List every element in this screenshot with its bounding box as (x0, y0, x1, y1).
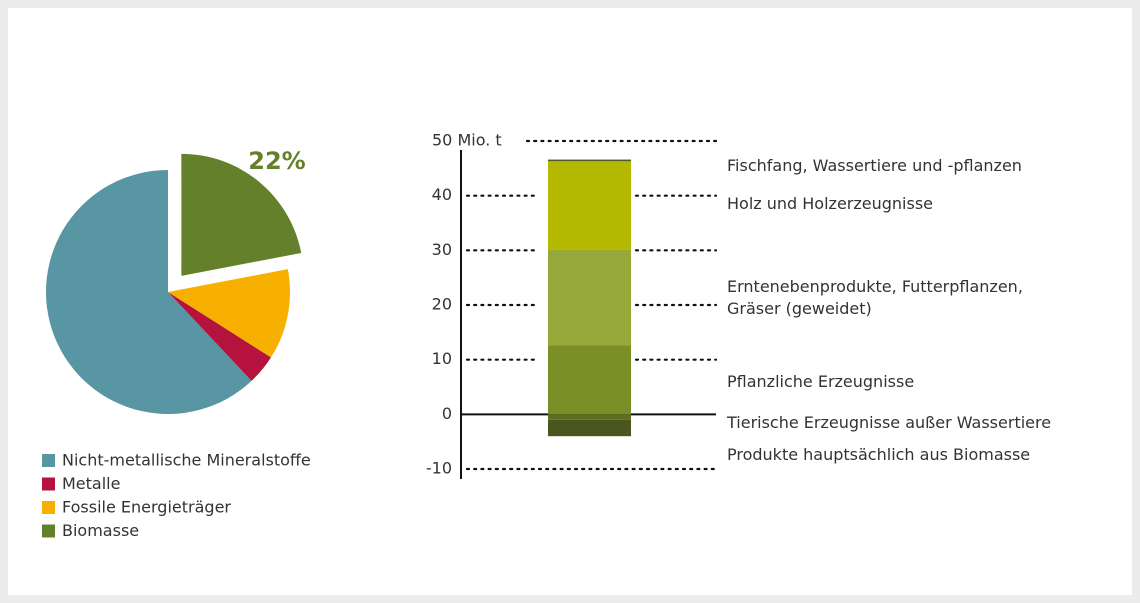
pie-slice (168, 292, 272, 381)
legend-label: Fossile Energieträger (62, 498, 231, 517)
y-tick-label: 50 Mio. t (432, 131, 502, 150)
pie-slice (45, 169, 252, 414)
series-label: Holz und Holzerzeugnisse (727, 194, 933, 213)
legend-swatch (42, 524, 55, 538)
pie-slice (181, 153, 302, 276)
bar-segment (548, 345, 631, 415)
legend-label: Biomasse (62, 521, 139, 540)
legend-label: Metalle (62, 474, 120, 493)
bar-segment (548, 159, 631, 162)
series-label: Tierische Erzeugnisse außer Wassertiere (727, 413, 1052, 432)
y-tick-label: 0 (442, 404, 452, 423)
bar-segment (548, 419, 631, 437)
y-tick-label: 10 (432, 349, 452, 368)
bar-segment (548, 414, 631, 420)
pie-slice (168, 269, 290, 358)
series-label: Erntenebenprodukte, Futterpflanzen, Gräs… (727, 277, 1023, 318)
value-label: 22% (248, 147, 305, 175)
y-tick-label: 30 (432, 240, 452, 259)
series-label: Pflanzliche Erzeugnisse (727, 372, 915, 391)
bar-segment (548, 161, 631, 250)
legend-swatch (42, 454, 55, 467)
y-tick-label: 40 (432, 185, 452, 204)
y-tick-label: 20 (432, 295, 452, 314)
legend-swatch (42, 477, 55, 491)
series-label: Fischfang, Wassertiere und -pflanzen (727, 156, 1022, 175)
y-tick-label: -10 (426, 459, 452, 478)
series-label: Produkte hauptsächlich aus Biomasse (727, 445, 1031, 464)
legend-swatch (42, 501, 55, 514)
legend-label: Nicht-metallische Mineralstoffe (62, 451, 311, 470)
bar-segment (548, 249, 631, 346)
